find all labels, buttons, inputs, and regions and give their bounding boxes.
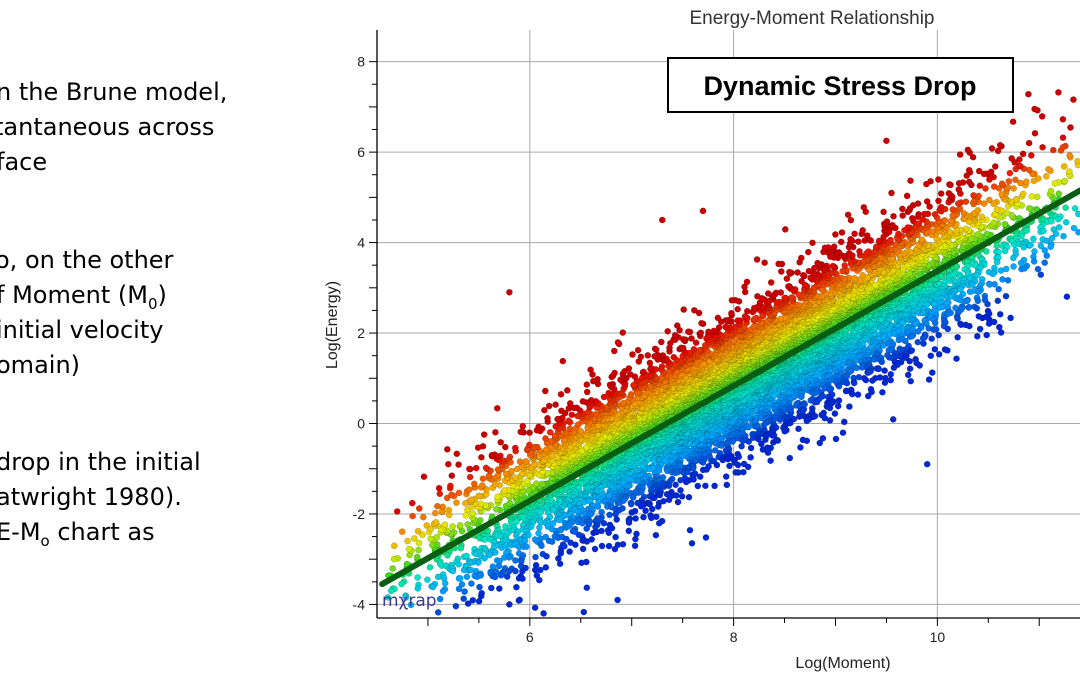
data-point <box>426 564 434 571</box>
slide-text-line: omain) <box>0 351 80 379</box>
slide-text-line: initial velocity <box>0 316 163 344</box>
data-point <box>537 508 545 516</box>
slide-text-line: o, on the other <box>0 246 173 274</box>
data-point <box>506 499 514 507</box>
data-point <box>389 565 397 572</box>
data-point <box>456 522 464 529</box>
slide-text-segment: chart as <box>49 518 155 546</box>
slide-text-line: f Moment (M0) <box>0 281 167 311</box>
data-point <box>414 574 421 581</box>
data-point <box>1075 210 1080 218</box>
data-point <box>1020 243 1028 251</box>
data-point <box>415 546 422 554</box>
data-point <box>1040 227 1047 235</box>
data-point <box>1047 187 1055 195</box>
data-point <box>494 493 502 501</box>
data-point <box>1062 204 1069 211</box>
slide-text-segment: drop in the initial <box>0 448 201 476</box>
data-point <box>427 535 435 543</box>
data-point <box>464 521 471 528</box>
slide-text-line: n the Brune model, <box>0 78 227 106</box>
data-point <box>1048 217 1055 225</box>
data-point <box>993 258 1001 266</box>
data-point <box>1030 235 1037 243</box>
slide-text-segment: initial velocity <box>0 316 164 344</box>
data-point <box>983 248 990 255</box>
data-point <box>990 219 998 226</box>
data-point <box>433 533 441 541</box>
data-point <box>424 576 431 584</box>
data-point <box>1033 193 1041 201</box>
slide-text-line: face <box>0 148 47 176</box>
slide-text-segment: E-M <box>0 518 41 546</box>
slide-text: n the Brune model, tantaneous across face o… <box>0 0 330 675</box>
data-point <box>1025 204 1033 212</box>
data-point <box>1027 241 1034 249</box>
data-point <box>455 561 463 568</box>
data-point <box>1055 215 1062 223</box>
data-point <box>1055 190 1063 197</box>
data-point <box>845 292 853 300</box>
slide-text-segment: atwright 1980). <box>0 483 182 511</box>
slide-text-segment: face <box>0 148 48 176</box>
data-point <box>398 580 405 588</box>
data-point <box>449 523 457 530</box>
data-point <box>513 518 520 526</box>
data-point <box>974 231 982 238</box>
data-point <box>983 230 991 238</box>
data-point <box>1055 224 1063 231</box>
data-point <box>501 487 509 494</box>
slide-text-line: atwright 1980). <box>0 483 182 511</box>
slide-text-segment: tantaneous across <box>0 113 215 141</box>
slide-text-segment: omain) <box>0 351 81 379</box>
slide-text-line: E-Mo chart as <box>0 518 155 548</box>
slide-text-segment: o, on the other <box>0 246 174 274</box>
data-point <box>462 512 470 519</box>
data-point <box>469 509 477 517</box>
slide-text-segment: f Moment (M <box>0 281 148 309</box>
slide-text-segment: ) <box>157 281 167 309</box>
slide-text-segment: n the Brune model, <box>0 78 228 106</box>
data-point <box>1066 168 1073 175</box>
data-point <box>1001 247 1009 255</box>
slide-text-line: drop in the initial <box>0 448 201 476</box>
data-point <box>1061 177 1068 185</box>
data-point <box>441 521 449 529</box>
data-point <box>1051 180 1059 187</box>
subscript: 0 <box>147 294 158 313</box>
data-point <box>405 545 413 553</box>
data-point <box>457 544 465 552</box>
data-point <box>413 553 421 561</box>
data-point <box>444 552 451 559</box>
data-point <box>1071 205 1079 212</box>
subscript: o <box>40 531 50 550</box>
data-point <box>390 555 398 563</box>
data-point <box>538 480 546 488</box>
data-point <box>493 505 500 513</box>
data-point <box>1001 220 1009 228</box>
data-point <box>1028 192 1035 200</box>
data-point <box>1023 227 1031 234</box>
data-point <box>1062 218 1070 226</box>
data-point <box>993 242 1001 250</box>
data-point <box>533 480 540 487</box>
slide-text-line: tantaneous across <box>0 113 214 141</box>
data-point <box>415 539 423 547</box>
